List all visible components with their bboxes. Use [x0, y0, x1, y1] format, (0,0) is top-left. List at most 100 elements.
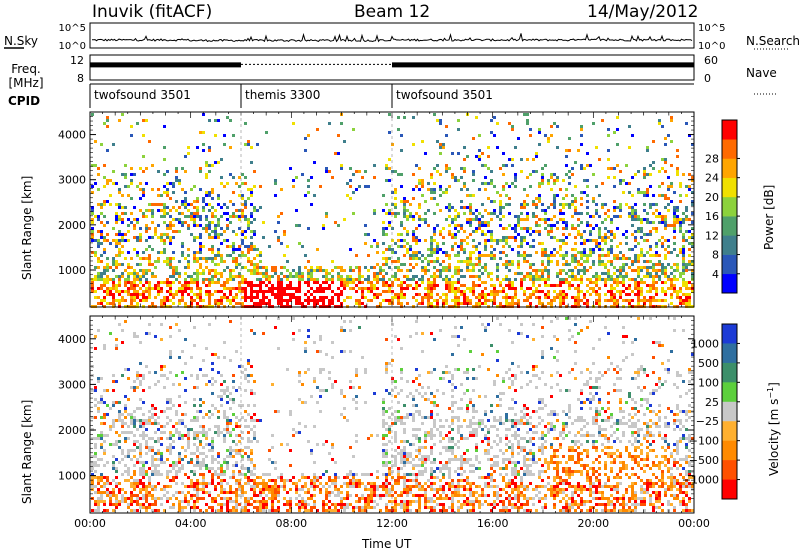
range-cell: [127, 293, 130, 296]
range-cell: [178, 272, 181, 275]
range-cell: [580, 269, 583, 272]
range-cell: [286, 299, 289, 302]
range-cell: [532, 215, 535, 218]
range-cell: [172, 206, 175, 209]
range-cell: [214, 425, 217, 428]
range-cell: [139, 449, 142, 452]
range-cell: [613, 278, 616, 281]
range-cell: [481, 221, 484, 224]
range-cell: [235, 296, 238, 299]
range-cell: [136, 275, 139, 278]
range-cell: [451, 281, 454, 284]
range-cell: [148, 269, 151, 272]
range-cell: [133, 281, 136, 284]
range-cell: [253, 479, 256, 482]
range-cell: [196, 377, 199, 380]
range-cell: [547, 257, 550, 260]
range-cell: [208, 257, 211, 260]
range-cell: [136, 374, 139, 377]
range-cell: [682, 251, 685, 254]
range-cell: [358, 299, 361, 302]
range-cell: [289, 506, 292, 509]
range-cell: [163, 296, 166, 299]
range-cell: [238, 290, 241, 293]
range-cell: [94, 386, 97, 389]
range-cell: [130, 482, 133, 485]
range-cell: [556, 194, 559, 197]
range-cell: [232, 215, 235, 218]
range-cell: [532, 278, 535, 281]
range-cell: [100, 221, 103, 224]
range-cell: [475, 218, 478, 221]
range-cell: [511, 299, 514, 302]
range-cell: [157, 251, 160, 254]
range-cell: [541, 167, 544, 170]
range-cell: [673, 287, 676, 290]
range-cell: [100, 500, 103, 503]
range-cell: [475, 230, 478, 233]
range-cell: [604, 236, 607, 239]
range-cell: [547, 272, 550, 275]
range-cell: [232, 287, 235, 290]
range-cell: [316, 266, 319, 269]
range-cell: [148, 257, 151, 260]
range-cell: [349, 275, 352, 278]
range-cell: [190, 452, 193, 455]
range-cell: [547, 182, 550, 185]
range-cell: [271, 266, 274, 269]
range-cell: [460, 224, 463, 227]
range-cell: [409, 248, 412, 251]
range-cell: [460, 188, 463, 191]
range-cell: [100, 431, 103, 434]
range-cell: [649, 245, 652, 248]
range-cell: [121, 449, 124, 452]
range-cell: [193, 326, 196, 329]
range-cell: [589, 293, 592, 296]
range-cell: [601, 182, 604, 185]
range-cell: [658, 254, 661, 257]
range-cell: [130, 173, 133, 176]
range-cell: [250, 287, 253, 290]
range-cell: [346, 182, 349, 185]
range-cell: [385, 257, 388, 260]
range-cell: [91, 233, 94, 236]
range-cell: [277, 494, 280, 497]
range-cell: [310, 176, 313, 179]
range-cell: [163, 425, 166, 428]
range-cell: [208, 449, 211, 452]
range-cell: [217, 395, 220, 398]
range-cell: [340, 278, 343, 281]
range-cell: [247, 362, 250, 365]
range-cell: [664, 227, 667, 230]
range-cell: [172, 251, 175, 254]
range-cell: [523, 278, 526, 281]
range-cell: [241, 242, 244, 245]
range-cell: [616, 128, 619, 131]
range-cell: [478, 299, 481, 302]
range-cell: [496, 122, 499, 125]
range-cell: [442, 251, 445, 254]
range-cell: [478, 257, 481, 260]
range-cell: [664, 257, 667, 260]
range-cell: [583, 251, 586, 254]
range-cell: [352, 173, 355, 176]
range-cell: [289, 275, 292, 278]
range-cell: [232, 242, 235, 245]
range-cell: [367, 278, 370, 281]
range-cell: [220, 296, 223, 299]
range-cell: [100, 437, 103, 440]
range-cell: [253, 257, 256, 260]
range-cell: [193, 482, 196, 485]
range-cell: [301, 485, 304, 488]
range-cell: [667, 176, 670, 179]
range-cell: [208, 248, 211, 251]
range-cell: [202, 452, 205, 455]
range-cell: [493, 287, 496, 290]
range-cell: [208, 278, 211, 281]
range-cell: [628, 182, 631, 185]
range-cell: [451, 287, 454, 290]
range-cell: [448, 290, 451, 293]
range-cell: [547, 224, 550, 227]
range-cell: [247, 440, 250, 443]
range-cell: [262, 236, 265, 239]
